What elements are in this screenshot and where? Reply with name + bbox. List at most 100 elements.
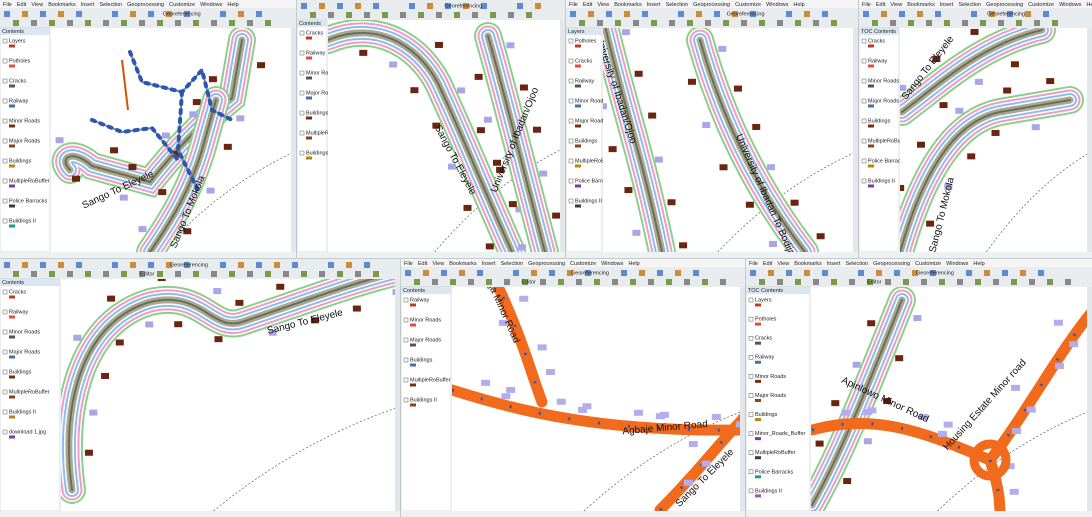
menu-item[interactable]: Selection — [958, 2, 981, 8]
layer-name[interactable]: Cracks — [575, 58, 592, 64]
layer-name[interactable]: Police Barracks — [575, 178, 613, 184]
toolbar-button[interactable] — [804, 11, 810, 17]
layer-name[interactable]: Buildings — [9, 158, 32, 164]
layer-checkbox[interactable] — [748, 393, 754, 398]
layer-checkbox[interactable] — [2, 138, 8, 144]
toolbar-button[interactable] — [1047, 279, 1053, 285]
toolbar-button[interactable] — [606, 11, 612, 17]
layer-name[interactable]: Railway — [9, 98, 29, 104]
toolbar-button[interactable] — [211, 271, 217, 277]
toolbar-button[interactable] — [432, 279, 438, 285]
toolbar-button[interactable] — [633, 20, 639, 26]
toolbar-button[interactable] — [31, 271, 37, 277]
layer-name[interactable]: Minor_Roads_Buffer — [755, 431, 806, 437]
toolbar-button[interactable] — [184, 262, 190, 268]
menu-item[interactable]: Bookmarks — [614, 2, 642, 8]
toolbar-button[interactable] — [409, 3, 415, 9]
menu-item[interactable]: Customize — [735, 2, 761, 8]
toolbar-button[interactable] — [220, 11, 226, 17]
toolbar-button[interactable] — [678, 11, 684, 17]
toolbar-button[interactable] — [642, 11, 648, 17]
toolbar-button[interactable] — [355, 271, 361, 277]
menu-item[interactable]: Help — [227, 2, 238, 8]
toolbar-button[interactable] — [1065, 279, 1071, 285]
toolbar-button[interactable] — [535, 3, 541, 9]
toolbar-button[interactable] — [283, 271, 289, 277]
layer-name[interactable]: Major Roads — [755, 393, 786, 399]
layer-checkbox[interactable] — [2, 178, 8, 184]
toolbar-button[interactable] — [193, 271, 199, 277]
toolbar-button[interactable] — [486, 279, 492, 285]
layer-name[interactable]: MultipleRoBuffer — [9, 389, 50, 395]
layer-name[interactable]: Railway — [868, 58, 888, 64]
layer-name[interactable]: Cracks — [9, 78, 26, 84]
layer-checkbox[interactable] — [403, 377, 409, 383]
layer-checkbox[interactable] — [861, 138, 867, 144]
layer-checkbox[interactable] — [2, 58, 8, 64]
layer-name[interactable]: Cracks — [9, 289, 26, 295]
toolbar-button[interactable] — [777, 279, 783, 285]
layer-name[interactable]: MultipleRoBuffer — [755, 450, 796, 456]
menu-item[interactable]: Insert — [81, 2, 95, 8]
layer-name[interactable]: Potholes — [575, 38, 597, 44]
layer-checkbox[interactable] — [861, 58, 867, 64]
menu-item[interactable]: Customize — [570, 261, 596, 267]
toolbar-button[interactable] — [666, 279, 672, 285]
layer-checkbox[interactable] — [299, 30, 305, 36]
layer-checkbox[interactable] — [2, 329, 8, 335]
toolbar-button[interactable] — [157, 20, 163, 26]
toolbar-button[interactable] — [777, 20, 783, 26]
toolbar-button[interactable] — [504, 279, 510, 285]
layer-checkbox[interactable] — [861, 78, 867, 84]
layer-name[interactable]: Buildings — [575, 138, 598, 144]
toolbar-button[interactable] — [732, 11, 738, 17]
toolbar-button[interactable] — [612, 279, 618, 285]
layer-checkbox[interactable] — [403, 317, 409, 323]
toolbar-button[interactable] — [522, 279, 528, 285]
menu-item[interactable]: View — [31, 2, 43, 8]
layer-checkbox[interactable] — [299, 150, 305, 156]
menu-item[interactable]: Bookmarks — [907, 2, 935, 8]
layer-name[interactable]: Minor Roads — [575, 98, 606, 104]
layer-name[interactable]: MultipleRoBuffer — [410, 377, 451, 383]
toolbar-button[interactable] — [795, 20, 801, 26]
toolbar-button[interactable] — [121, 20, 127, 26]
toolbar-button[interactable] — [148, 11, 154, 17]
menu-item[interactable]: Geoprocessing — [873, 261, 910, 267]
layer-name[interactable]: Buildings II — [306, 150, 333, 156]
layer-checkbox[interactable] — [2, 38, 8, 44]
toolbar-button[interactable] — [67, 20, 73, 26]
layer-checkbox[interactable] — [861, 118, 867, 124]
layer-name[interactable]: Buildings II — [9, 218, 36, 224]
toolbar-button[interactable] — [822, 270, 828, 276]
toolbar-button[interactable] — [684, 279, 690, 285]
layer-checkbox[interactable] — [748, 316, 754, 322]
toolbar-button[interactable] — [328, 12, 334, 18]
menu-item[interactable]: Windows — [601, 261, 624, 267]
toolbar-button[interactable] — [67, 271, 73, 277]
toolbar-button[interactable] — [414, 279, 420, 285]
toolbar-button[interactable] — [594, 279, 600, 285]
toolbar-button[interactable] — [1043, 11, 1049, 17]
layer-checkbox[interactable] — [2, 369, 8, 375]
toolbar-button[interactable] — [795, 279, 801, 285]
toolbar-button[interactable] — [687, 20, 693, 26]
toolbar-button[interactable] — [669, 20, 675, 26]
layer-name[interactable]: download 1.jpg — [9, 429, 46, 435]
toolbar-button[interactable] — [468, 279, 474, 285]
menu-item[interactable]: Edit — [418, 261, 428, 267]
toolbar-button[interactable] — [373, 3, 379, 9]
toolbar-button[interactable] — [265, 20, 271, 26]
layer-checkbox[interactable] — [299, 50, 305, 56]
toolbar-button[interactable] — [166, 262, 172, 268]
layer-checkbox[interactable] — [748, 488, 754, 494]
menu-item[interactable]: File — [862, 2, 871, 8]
layer-checkbox[interactable] — [861, 38, 867, 44]
layer-checkbox[interactable] — [748, 469, 754, 475]
toolbar-button[interactable] — [926, 20, 932, 26]
toolbar-button[interactable] — [921, 279, 927, 285]
toolbar-button[interactable] — [220, 262, 226, 268]
menu-item[interactable]: Edit — [17, 2, 27, 8]
toolbar-button[interactable] — [813, 279, 819, 285]
menu-item[interactable]: Insert — [940, 2, 954, 8]
